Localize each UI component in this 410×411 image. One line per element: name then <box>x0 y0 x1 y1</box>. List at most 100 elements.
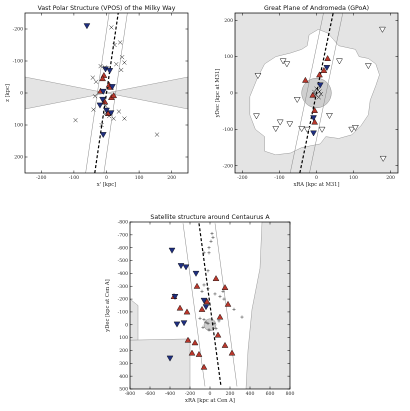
x-axis-label: x' [kpc] <box>97 182 116 188</box>
satellite-point <box>107 110 115 117</box>
satellite-point <box>177 263 185 270</box>
satellite-point <box>206 269 210 273</box>
plane-band-edge <box>289 13 324 173</box>
shaded-region <box>130 338 191 389</box>
satellite-point <box>313 92 318 97</box>
y-tick-label: -200 <box>13 27 23 33</box>
chart-title: Satellite structure around Centaurus A <box>150 214 270 221</box>
y-axis-label: yDec [kpc at Cen A] <box>105 279 111 332</box>
satellite-point <box>213 292 217 296</box>
satellite-point <box>99 132 107 139</box>
satellite-point <box>101 100 107 105</box>
y-tick-label: 100 <box>224 54 233 60</box>
satellite-point <box>99 122 104 128</box>
y-tick-label: -600 <box>118 245 128 251</box>
x-tick-label: -200 <box>237 175 247 181</box>
y-tick-label: -200 <box>118 297 128 303</box>
satellite-point <box>114 62 119 67</box>
satellite-point <box>214 331 222 338</box>
x-tick-label: 200 <box>167 175 176 181</box>
satellite-point <box>311 107 318 113</box>
shaded-zone <box>106 76 188 110</box>
satellite-point <box>109 25 114 30</box>
satellite-point <box>303 126 311 133</box>
satellite-point <box>221 284 229 290</box>
shaded-region <box>130 298 139 341</box>
satellite-point <box>254 73 262 80</box>
satellite-point <box>212 321 216 326</box>
satellite-point <box>232 307 236 311</box>
y-tick-label: -200 <box>223 163 233 169</box>
satellite-point <box>316 71 323 78</box>
satellite-point <box>320 67 328 73</box>
y-tick-label: 200 <box>14 155 23 161</box>
satellite-point <box>93 79 99 84</box>
satellite-point <box>191 339 199 346</box>
satellite-point <box>171 294 179 300</box>
chart-title: Vast Polar Structure (VPOS) of the Milky… <box>38 5 176 12</box>
best-fit-plane-line <box>94 13 119 173</box>
satellite-point <box>203 298 211 305</box>
satellite-point <box>279 58 287 65</box>
satellite-point <box>283 61 291 68</box>
satellite-point <box>317 89 322 94</box>
satellite-point <box>192 270 200 277</box>
satellite-point <box>122 116 127 121</box>
satellite-point <box>103 111 108 116</box>
satellite-point <box>183 308 191 315</box>
satellite-point <box>116 109 122 114</box>
panel-gpoa: Great Plane of Andromeda (GPoA) -200 -100 0… <box>215 5 399 188</box>
panel-vpos: Vast Polar Structure (VPOS) of the Milky… <box>5 5 189 188</box>
satellite-point <box>318 91 324 97</box>
satellite-point <box>212 275 220 281</box>
y-tick-label: 0 <box>20 91 23 97</box>
x-tick-label: -100 <box>274 175 284 181</box>
satellite-point <box>201 325 205 329</box>
y-tick-label: 400 <box>119 374 128 380</box>
satellite-point <box>209 239 213 243</box>
satellite-point <box>102 65 108 70</box>
satellite-point <box>240 315 244 319</box>
y-tick-label: -100 <box>118 310 128 316</box>
satellite-point <box>193 282 201 289</box>
satellite-point <box>111 116 116 121</box>
plane-band-edge <box>103 13 128 173</box>
y-axis-label: z [kpc] <box>5 84 11 102</box>
satellite-point <box>222 297 226 301</box>
y-tick-label: 0 <box>230 91 233 97</box>
y-tick-label: -500 <box>118 258 128 264</box>
satellite-point <box>202 318 206 322</box>
satellite-point <box>118 67 124 73</box>
satellite-point <box>198 305 206 312</box>
satellite-point <box>182 264 190 271</box>
y-tick-label: -300 <box>118 284 128 290</box>
shaded-region <box>245 222 290 389</box>
satellite-point <box>118 40 123 45</box>
satellite-point <box>224 300 232 307</box>
satellite-point <box>91 107 96 112</box>
satellite-point <box>99 75 106 82</box>
satellite-point <box>206 287 210 291</box>
x-axis-label: xRA [kpc at Cen A] <box>185 398 235 404</box>
x-tick-label: 600 <box>266 391 275 397</box>
satellite-point <box>316 82 324 89</box>
satellite-point <box>286 121 294 128</box>
y-tick-label: -100 <box>223 127 233 133</box>
satellite-point <box>211 235 215 240</box>
satellite-point <box>98 63 103 69</box>
satellite-point <box>207 251 211 255</box>
x-tick-label: -100 <box>69 175 79 181</box>
satellite-point <box>200 289 204 293</box>
x-tick-label: -400 <box>165 391 175 397</box>
satellite-point <box>326 113 333 120</box>
satellite-point <box>336 58 343 65</box>
best-fit-plane-line <box>299 13 334 173</box>
satellite-point <box>112 42 117 48</box>
satellite-point <box>310 115 317 122</box>
satellite-point <box>166 355 174 362</box>
satellite-point <box>184 336 192 343</box>
satellite-point <box>109 84 116 91</box>
satellite-point <box>96 102 104 109</box>
satellite-point <box>103 103 108 108</box>
satellite-point <box>311 118 318 125</box>
